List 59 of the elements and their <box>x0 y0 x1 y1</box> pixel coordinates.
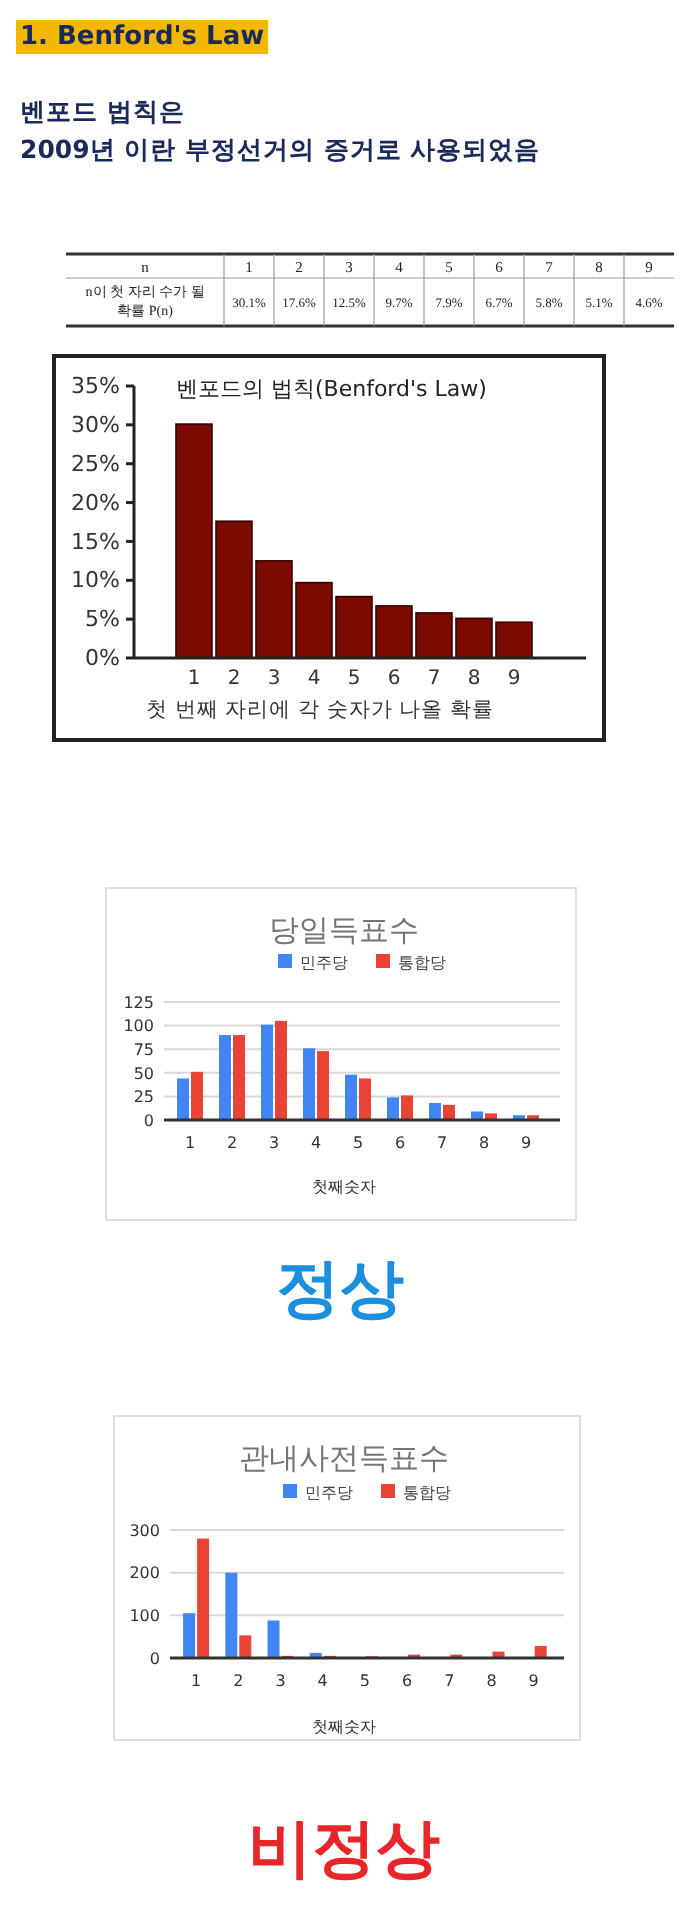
y-tick-label: 300 <box>129 1521 160 1540</box>
x-tick-label: 9 <box>507 668 521 690</box>
legend-label: 민주당 <box>305 1484 353 1502</box>
x-tick-label: 5 <box>359 1672 370 1690</box>
x-tick-label: 7 <box>444 1672 455 1690</box>
x-tick-label: 4 <box>317 1672 328 1690</box>
text: 정상 <box>276 1250 404 1326</box>
x-tick-label: 8 <box>486 1672 497 1690</box>
y-tick-label: 0 <box>149 1649 160 1668</box>
x-tick-label: 3 <box>267 668 281 690</box>
x-tick-label: 1 <box>184 1134 196 1152</box>
chart-title: 관내사전득표수 <box>239 1440 449 1476</box>
x-tick-label: 6 <box>387 668 401 690</box>
y-tick-label: 0% <box>85 645 120 672</box>
y-tick-label: 20% <box>71 489 120 516</box>
x-tick-label: 8 <box>478 1134 490 1152</box>
x-tick-label: 6 <box>394 1134 406 1152</box>
x-tick-label: 9 <box>520 1134 532 1152</box>
y-tick-label: 75 <box>133 1040 154 1059</box>
x-tick-label: 2 <box>226 1134 238 1152</box>
y-tick-label: 30% <box>71 412 120 439</box>
y-tick-label: 125 <box>123 993 154 1012</box>
legend-label: 통합당 <box>403 1484 451 1502</box>
chart-title: 당일득표수 <box>269 912 419 948</box>
y-tick-label: 100 <box>129 1607 160 1626</box>
x-axis-title: 첫째숫자 <box>312 1178 376 1196</box>
x-tick-label: 4 <box>310 1134 322 1152</box>
y-tick-label: 5% <box>85 606 120 633</box>
x-tick-label: 4 <box>307 668 321 690</box>
y-tick-label: 25 <box>133 1088 154 1107</box>
x-axis-title: 첫 번째 자리에 각 숫자가 나올 확률 <box>145 698 495 722</box>
x-tick-label: 7 <box>427 668 441 690</box>
x-tick-label: 5 <box>347 668 361 690</box>
y-tick-label: 35% <box>71 373 120 400</box>
legend-label: 민주당 <box>300 954 348 972</box>
text: 1. Benford's Law <box>20 22 265 52</box>
x-tick-label: 7 <box>436 1134 448 1152</box>
x-tick-label: 9 <box>528 1672 539 1690</box>
x-tick-label: 1 <box>187 668 201 690</box>
y-tick-label: 100 <box>123 1017 154 1036</box>
x-tick-label: 6 <box>402 1672 413 1690</box>
x-tick-label: 2 <box>233 1672 244 1690</box>
text: 비정상 <box>248 1810 440 1886</box>
x-tick-label: 8 <box>467 668 481 690</box>
legend-label: 통합당 <box>398 954 446 972</box>
x-tick-label: 2 <box>227 668 241 690</box>
y-tick-label: 25% <box>71 450 120 477</box>
y-tick-label: 50 <box>133 1064 154 1083</box>
x-tick-label: 3 <box>268 1134 280 1152</box>
x-tick-label: 1 <box>191 1672 202 1690</box>
y-tick-label: 200 <box>129 1564 160 1583</box>
chart-title: 벤포드의 법칙(Benford's Law) <box>176 376 487 402</box>
y-tick-label: 0 <box>143 1111 154 1130</box>
y-tick-label: 15% <box>71 528 120 555</box>
x-tick-label: 5 <box>352 1134 364 1152</box>
x-tick-label: 3 <box>275 1672 286 1690</box>
text: 벤포드 법칙은 2009년 이란 부정선거의 증거로 사용되었음 <box>20 96 541 164</box>
x-axis-title: 첫째숫자 <box>312 1718 376 1736</box>
y-tick-label: 10% <box>71 567 120 594</box>
